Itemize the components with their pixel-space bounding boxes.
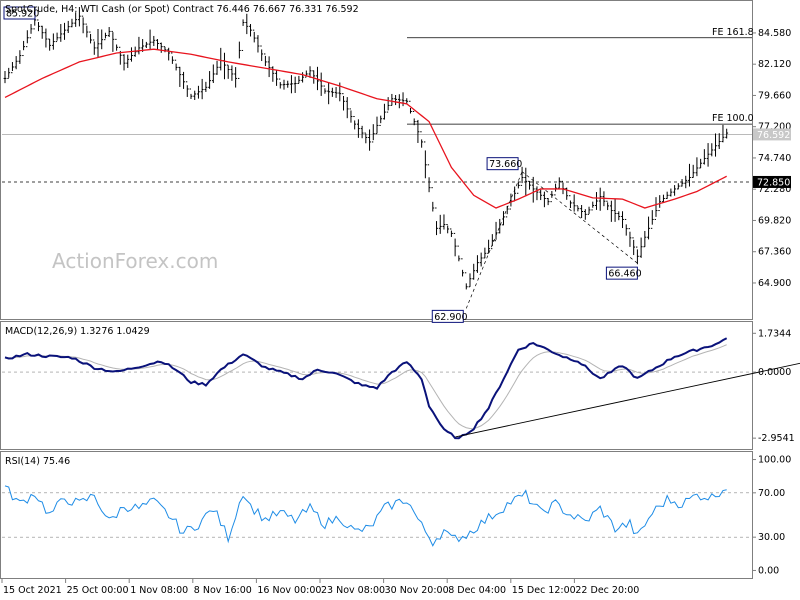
price-annotation-box	[431, 309, 464, 323]
rsi-plot	[2, 485, 752, 547]
price-y-tick-label: 82.120	[758, 59, 791, 70]
price-y-tick-label: 84.580	[758, 28, 791, 39]
price-annotation-label: 73.660	[489, 159, 522, 170]
macd-trendline	[455, 362, 800, 438]
rsi-y-tick-label: 70.00	[758, 488, 785, 499]
axes: 84.580 82.120 79.660 77.200 74.740 72.280 69.8…	[1, 28, 795, 596]
price-annotation-label: 66.460	[608, 269, 641, 280]
price-y-tick-label: 77.200	[758, 122, 791, 133]
rsi-panel-frame	[0, 451, 753, 579]
fe-level-label: FE 100.0	[712, 113, 754, 124]
support-price-badge-label: 72.850	[757, 177, 790, 188]
x-tick-label: 23 Nov 08:00	[321, 585, 385, 596]
x-tick-label: 30 Nov 20:00	[385, 585, 449, 596]
price-y-tick-label: 64.900	[758, 278, 791, 289]
macd-plot	[2, 337, 800, 440]
rsi-label: RSI(14) 75.46	[5, 456, 70, 467]
x-tick-label: 15 Dec 12:00	[512, 585, 576, 596]
x-tick-label: 22 Dec 20:00	[575, 585, 639, 596]
price-panel-frame	[0, 0, 753, 320]
price-annotation-box	[605, 266, 638, 280]
price-annotation-label: 85.920	[6, 9, 39, 20]
support-price-badge	[753, 175, 791, 188]
x-tick-label: 15 Oct 2021	[3, 585, 62, 596]
swing-leg-line	[465, 171, 523, 309]
watermark: ActionForex.com	[52, 249, 218, 273]
macd-line	[4, 337, 728, 440]
macd-y-tick-label: 0.0000	[758, 367, 791, 378]
rsi-y-tick-label: 30.00	[758, 532, 785, 543]
macd-panel-frame	[0, 321, 753, 450]
swing-leg-line	[521, 171, 638, 264]
x-tick-label: 16 Nov 00:00	[257, 585, 321, 596]
price-annotation-box	[3, 6, 36, 20]
x-tick-label: 8 Dec 04:00	[448, 585, 506, 596]
macd-label: MACD(12,26,9) 1.3276 1.0429	[5, 326, 150, 337]
macd-signal-line	[4, 344, 727, 430]
rsi-y-tick-label: 100.00	[758, 455, 791, 466]
moving-average-line	[4, 48, 727, 209]
price-plot: FE 161.8 FE 100.0 85.920 73.660 62.900 66.460	[2, 6, 754, 323]
current-price-badge-label: 76.592	[757, 130, 790, 141]
rsi-line	[4, 485, 727, 547]
price-annotation-label: 62.900	[434, 312, 467, 323]
price-y-tick-label: 79.660	[758, 90, 791, 101]
price-y-tick-label: 72.280	[758, 184, 791, 195]
current-price-badge	[753, 128, 791, 141]
rsi-y-tick-label: 0.00	[758, 565, 779, 576]
price-y-tick-label: 74.740	[758, 153, 791, 164]
price-y-tick-label: 69.820	[758, 215, 791, 226]
x-tick-label: 8 Nov 16:00	[194, 585, 252, 596]
macd-y-tick-label: -2.9541	[758, 433, 795, 444]
macd-y-tick-label: 1.7344	[758, 328, 791, 339]
chart-header: SpotCrude, H4: WTI Cash (or Spot) Contra…	[5, 4, 359, 15]
x-tick-label: 25 Oct 00:00	[67, 585, 129, 596]
price-annotation-box	[486, 157, 519, 171]
price-y-tick-label: 67.360	[758, 247, 791, 258]
fe-level-label: FE 161.8	[712, 27, 754, 38]
x-tick-label: 1 Nov 08:00	[130, 585, 188, 596]
